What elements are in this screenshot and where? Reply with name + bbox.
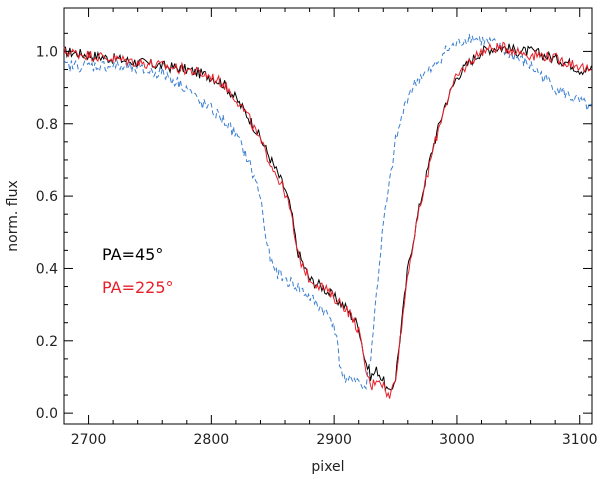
y-axis: 0.0 0.2 0.4 0.6 0.8 1.0 <box>36 32 592 422</box>
x-tick-label: 2700 <box>71 432 107 448</box>
y-tick-label: 0.8 <box>36 117 58 133</box>
x-tick-label: 2900 <box>316 432 352 448</box>
series-group <box>63 33 592 399</box>
x-axis-label: pixel <box>311 459 344 475</box>
legend-label-pa45: PA=45° <box>102 245 163 264</box>
y-tick-label: 1.0 <box>36 44 58 60</box>
x-axis: 2700 2800 2900 3000 3100 <box>71 8 598 448</box>
x-tick-label: 2800 <box>194 432 230 448</box>
x-tick-label: 3000 <box>439 432 475 448</box>
series-line-pa225 <box>63 41 592 399</box>
series-line-pa45 <box>63 43 592 392</box>
y-axis-label: norm. flux <box>5 180 21 251</box>
series-line-comparison <box>63 33 592 391</box>
y-tick-label: 0.0 <box>36 406 58 422</box>
x-tick-label: 3100 <box>562 432 598 448</box>
y-tick-label: 0.4 <box>36 261 58 277</box>
y-tick-label: 0.2 <box>36 334 58 350</box>
plot-frame <box>63 7 593 425</box>
legend-label-pa225: PA=225° <box>102 278 174 297</box>
y-tick-label: 0.6 <box>36 189 58 205</box>
